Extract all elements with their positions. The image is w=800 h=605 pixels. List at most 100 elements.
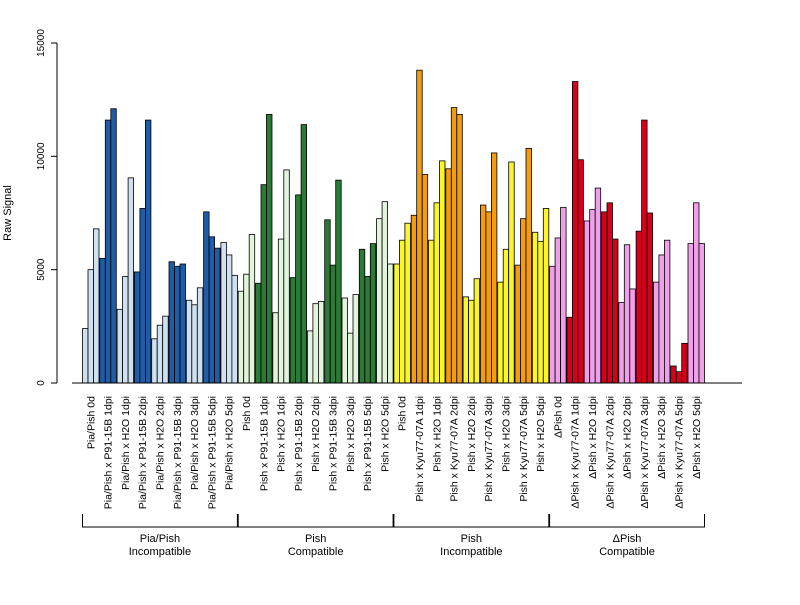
bar (139, 208, 146, 384)
bar (675, 371, 683, 384)
bar (324, 219, 331, 384)
bar (658, 254, 665, 384)
bar (514, 264, 521, 384)
bar (468, 299, 475, 384)
group-label-line1: Pish (461, 533, 482, 545)
group-label-line1: ΔPish (613, 533, 642, 545)
group-label-line1: Pia/Pish (140, 533, 180, 545)
bar (421, 174, 429, 384)
bar (387, 263, 394, 384)
x-tick-label: Pish x P91-15B 3dpi (327, 396, 339, 491)
bar (445, 168, 452, 384)
bar (508, 161, 515, 384)
bar (369, 243, 377, 384)
bar (237, 290, 245, 384)
bar (144, 119, 152, 384)
bar (549, 265, 556, 384)
bar (312, 303, 319, 384)
bar (641, 119, 648, 384)
bar (635, 230, 642, 384)
bar (283, 169, 290, 384)
bar (462, 296, 470, 384)
bar (520, 218, 527, 384)
bar (473, 278, 481, 384)
bar (341, 297, 348, 384)
bar (618, 302, 625, 384)
bar (122, 276, 129, 384)
bar (231, 274, 238, 384)
bar (612, 238, 619, 384)
x-tick-label: Pia/Pish 0d (85, 396, 97, 449)
bar (352, 294, 359, 384)
x-tick-label: Pish x H2O 2dpi (310, 396, 322, 472)
group-bracket (549, 514, 705, 528)
bar (698, 243, 705, 384)
x-tick-label: Pia/Pish x H2O 2dpi (154, 396, 166, 490)
bar (537, 240, 544, 384)
bar (208, 236, 216, 384)
bar (196, 287, 204, 384)
bar (456, 114, 463, 384)
bar (554, 237, 561, 384)
x-tick-label: ΔPish x Kyu77-07A 1dpi (570, 396, 582, 509)
bar (185, 299, 193, 384)
bar (329, 264, 337, 384)
bar (179, 263, 186, 384)
bar (174, 265, 181, 384)
bar (531, 231, 539, 384)
bar (560, 206, 567, 384)
bar (572, 81, 579, 384)
bar (479, 204, 487, 384)
bar (364, 276, 371, 384)
bar (347, 332, 354, 384)
x-tick-label: ΔPish 0d (552, 396, 564, 438)
x-tick-labels: Pia/Pish 0d Pia/Pish x P91-15B 1dpi Pia/Pi… (85, 396, 703, 509)
bar (601, 211, 608, 384)
x-tick-label: Pish 0d (397, 396, 409, 431)
bar (93, 228, 100, 384)
bar (410, 214, 418, 384)
bar (220, 242, 227, 384)
x-tick-label: ΔPish x Kyu77-07A 5dpi (673, 396, 685, 509)
bar (583, 220, 591, 384)
x-tick-label: Pish x H2O 1dpi (276, 396, 288, 472)
bar (433, 202, 440, 384)
x-tick-label: Pia/Pish x H2O 1dpi (120, 396, 132, 490)
bar (306, 330, 314, 384)
bar (623, 244, 631, 384)
bar (214, 247, 221, 384)
bar (110, 108, 117, 384)
bar (255, 282, 262, 384)
bar (681, 342, 688, 384)
bar (497, 281, 504, 384)
bar (646, 212, 653, 384)
bars-layer (82, 69, 705, 384)
x-tick-label: Pish x H2O 5dpi (379, 396, 391, 472)
x-tick-label: Pish x H2O 2dpi (466, 396, 478, 472)
bar (428, 239, 435, 384)
y-tick-label: 15000 (36, 29, 47, 57)
y-axis: 0 5000 10000 15000 (36, 29, 58, 386)
bar (225, 254, 233, 384)
bar (277, 238, 285, 384)
x-tick-label: Pia/Pish x P91-15B 2dpi (137, 396, 149, 509)
bar (151, 338, 158, 384)
x-tick-label: Pish x Kyu77-07A 1dpi (414, 396, 426, 502)
bar (629, 288, 636, 384)
bar (693, 202, 700, 384)
bar (168, 261, 175, 384)
x-tick-label: Pia/Pish x P91-15B 5dpi (206, 396, 218, 509)
bar (381, 201, 389, 384)
bar (450, 107, 458, 384)
bar (162, 315, 169, 384)
x-tick-label: ΔPish x H2O 5dpi (691, 396, 703, 479)
x-tick-label: Pia/Pish x H2O 5dpi (224, 396, 236, 490)
bar (485, 211, 492, 384)
bar (670, 365, 677, 384)
x-tick-label: ΔPish x H2O 1dpi (587, 396, 599, 479)
bar (260, 184, 267, 384)
bar (116, 308, 123, 384)
x-tick-label: Pish x P91-15B 5dpi (362, 396, 374, 491)
bar (243, 273, 250, 384)
